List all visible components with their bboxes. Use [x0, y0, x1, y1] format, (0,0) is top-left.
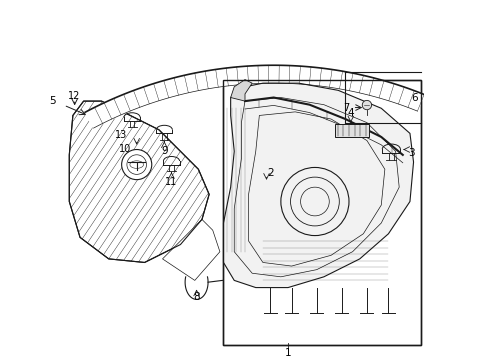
Text: 10: 10 [119, 144, 131, 154]
Text: 7: 7 [343, 103, 350, 113]
Polygon shape [163, 220, 220, 280]
Text: 6: 6 [412, 93, 418, 103]
Text: 8: 8 [193, 292, 200, 302]
Polygon shape [85, 65, 424, 128]
Bar [223, 80, 421, 345]
Text: 11: 11 [165, 177, 177, 187]
Polygon shape [69, 101, 209, 262]
Text: 13: 13 [115, 130, 127, 140]
Text: 1: 1 [285, 348, 292, 358]
Bar [223, 80, 421, 345]
Text: 9: 9 [161, 146, 168, 156]
Text: 12: 12 [68, 91, 80, 101]
Circle shape [122, 149, 152, 180]
Text: 5: 5 [49, 96, 56, 107]
Text: 2: 2 [267, 168, 273, 178]
Polygon shape [231, 80, 252, 101]
Text: 3: 3 [408, 148, 415, 158]
Polygon shape [223, 83, 414, 288]
Text: 4: 4 [347, 108, 354, 118]
Circle shape [362, 100, 371, 110]
Bar [335, 125, 368, 137]
